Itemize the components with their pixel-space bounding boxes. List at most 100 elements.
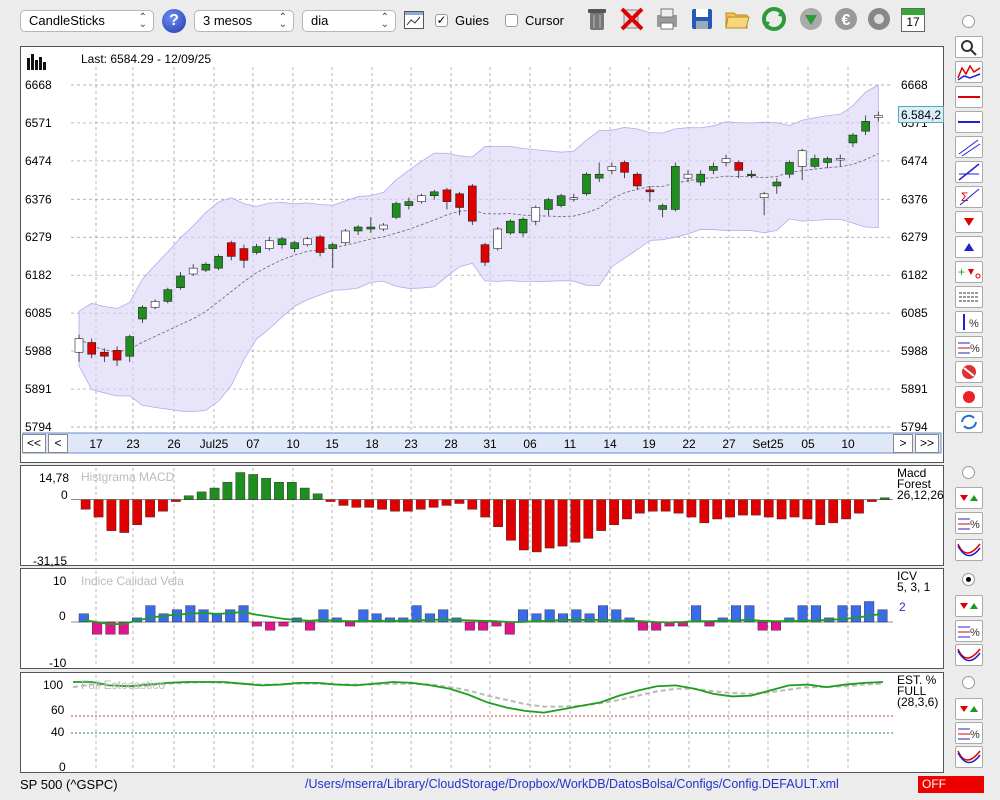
icv-panel-radio[interactable] (962, 573, 975, 586)
stochastic-signals-button[interactable] (955, 698, 983, 720)
y-tick-label-left: 6376 (25, 192, 52, 206)
macd-bar (351, 499, 362, 508)
record-icon[interactable] (955, 386, 983, 408)
signals-button[interactable]: + (955, 261, 983, 283)
icv-curve-button[interactable] (955, 644, 983, 666)
macd-zero-label: 0 (61, 488, 68, 502)
icv-bar (518, 609, 529, 623)
horizontal-line-blue-button[interactable] (955, 111, 983, 133)
x-tick-label: Jul25 (200, 437, 229, 451)
candle-body (709, 166, 718, 171)
off-status-badge[interactable]: OFF (918, 776, 984, 793)
period-select[interactable]: 3 mesos (194, 8, 294, 35)
price-panel-radio[interactable] (962, 15, 975, 28)
y-tick-label-right: 5988 (901, 344, 928, 358)
grid-lines-button[interactable] (955, 286, 983, 308)
icv-bar (265, 621, 276, 631)
help-icon[interactable]: ? (162, 9, 186, 33)
chart-type-select[interactable]: CandleSticks (20, 8, 154, 35)
refresh-icon[interactable] (760, 5, 788, 33)
nav-first-button[interactable]: << (22, 434, 46, 453)
x-tick-label: 23 (126, 437, 140, 451)
stochastic-chart[interactable] (21, 673, 943, 772)
sum-tool-button[interactable]: Σ (955, 186, 983, 208)
macd-bar (699, 499, 710, 524)
stop-icon[interactable] (955, 361, 983, 383)
macd-curve-button[interactable] (955, 539, 983, 561)
candle-body (531, 207, 541, 222)
macd-panel-radio[interactable] (962, 466, 975, 479)
macd-bar (145, 499, 155, 518)
y-tick-label-right: 5891 (901, 382, 928, 396)
percent-range-button[interactable]: % (955, 311, 983, 333)
x-tick-label: 05 (801, 437, 815, 451)
arrow-down-button[interactable] (955, 211, 983, 233)
y-tick-label-right: 6182 (901, 268, 928, 282)
open-folder-icon[interactable] (723, 5, 751, 33)
x-tick-label: 17 (89, 437, 103, 451)
euro-icon[interactable]: € (832, 5, 860, 33)
nav-prev-button[interactable]: < (48, 434, 68, 453)
macd-bar (854, 499, 864, 514)
stochastic-curve-button[interactable] (955, 746, 983, 768)
macd-bar (209, 487, 220, 500)
zoom-tool-button[interactable] (955, 36, 983, 58)
macd-panel[interactable]: Histgrama MACD 14,78 0 -31,15 Macd Fores… (20, 465, 944, 568)
macd-percent-button[interactable]: % (955, 512, 983, 534)
candle-body (645, 189, 655, 193)
stochastic-panel-radio[interactable] (962, 676, 975, 689)
guies-checkbox[interactable]: ✓ (435, 13, 448, 27)
candle-body (620, 162, 629, 173)
calendar-icon[interactable]: 17 (901, 8, 925, 32)
macd-chart[interactable] (21, 466, 943, 565)
delete-icon[interactable] (618, 5, 646, 33)
stochastic-label-40: 40 (51, 725, 65, 739)
price-chart[interactable]: 6668666865716571647464746376637662796279… (21, 47, 943, 462)
macd-bar (841, 499, 851, 520)
nav-next-button[interactable]: > (893, 434, 913, 453)
candle-body (303, 238, 312, 245)
icv-percent-button[interactable]: % (955, 620, 983, 642)
stochastic-percent-button[interactable]: % (955, 722, 983, 744)
macd-bar (80, 499, 91, 510)
arrow-up-button[interactable] (955, 236, 983, 258)
icv-bar (158, 613, 169, 623)
macd-bar (751, 499, 761, 516)
last-price-label: Last: 6584.29 - 12/09/25 (81, 52, 212, 66)
price-panel[interactable]: 6668666865716571647464746376637662796279… (20, 46, 944, 463)
indicator-overlay-button[interactable] (955, 61, 983, 83)
nav-last-button[interactable]: >> (915, 434, 939, 453)
icv-chart[interactable] (21, 569, 943, 668)
trash-icon[interactable] (583, 5, 611, 33)
macd-signals-button[interactable] (955, 487, 983, 509)
icv-panel[interactable]: Indice Calidad Vela 10 0 -10 ICV 5, 3, 1… (20, 568, 944, 670)
svg-text:%: % (970, 343, 980, 355)
settings-gear-icon[interactable] (865, 5, 893, 33)
x-tick-label: 31 (483, 437, 497, 451)
candle-body (848, 134, 858, 144)
chart-window-icon[interactable] (404, 11, 424, 29)
icv-zero-label: 0 (59, 609, 66, 623)
config-path-link[interactable]: /Users/mserra/Library/CloudStorage/Dropb… (305, 777, 839, 791)
save-icon[interactable] (688, 5, 716, 33)
macd-max-label: 14,78 (39, 471, 70, 485)
interval-select[interactable]: dia (302, 8, 396, 35)
candle-body (544, 199, 553, 210)
svg-text:%: % (970, 519, 980, 531)
trendline-tool-button[interactable] (955, 161, 983, 183)
icv-signals-button[interactable] (955, 595, 983, 617)
print-icon[interactable] (653, 5, 681, 33)
stochastic-panel[interactable]: Full Estocastico 100 60 40 0 EST. % FULL… (20, 672, 944, 774)
macd-bar (196, 491, 207, 500)
download-quotes-icon[interactable] (797, 5, 825, 33)
sync-icon[interactable] (955, 411, 983, 433)
cursor-checkbox[interactable] (505, 14, 518, 27)
percent-lines-button[interactable]: % (955, 336, 983, 358)
icv-bar (797, 605, 808, 623)
volume-bars-icon[interactable] (26, 52, 46, 70)
candle-body (734, 162, 744, 171)
macd-bar (673, 499, 684, 514)
channel-tool-button[interactable] (955, 136, 983, 158)
icv-bar (571, 609, 582, 623)
horizontal-line-red-button[interactable] (955, 86, 983, 108)
